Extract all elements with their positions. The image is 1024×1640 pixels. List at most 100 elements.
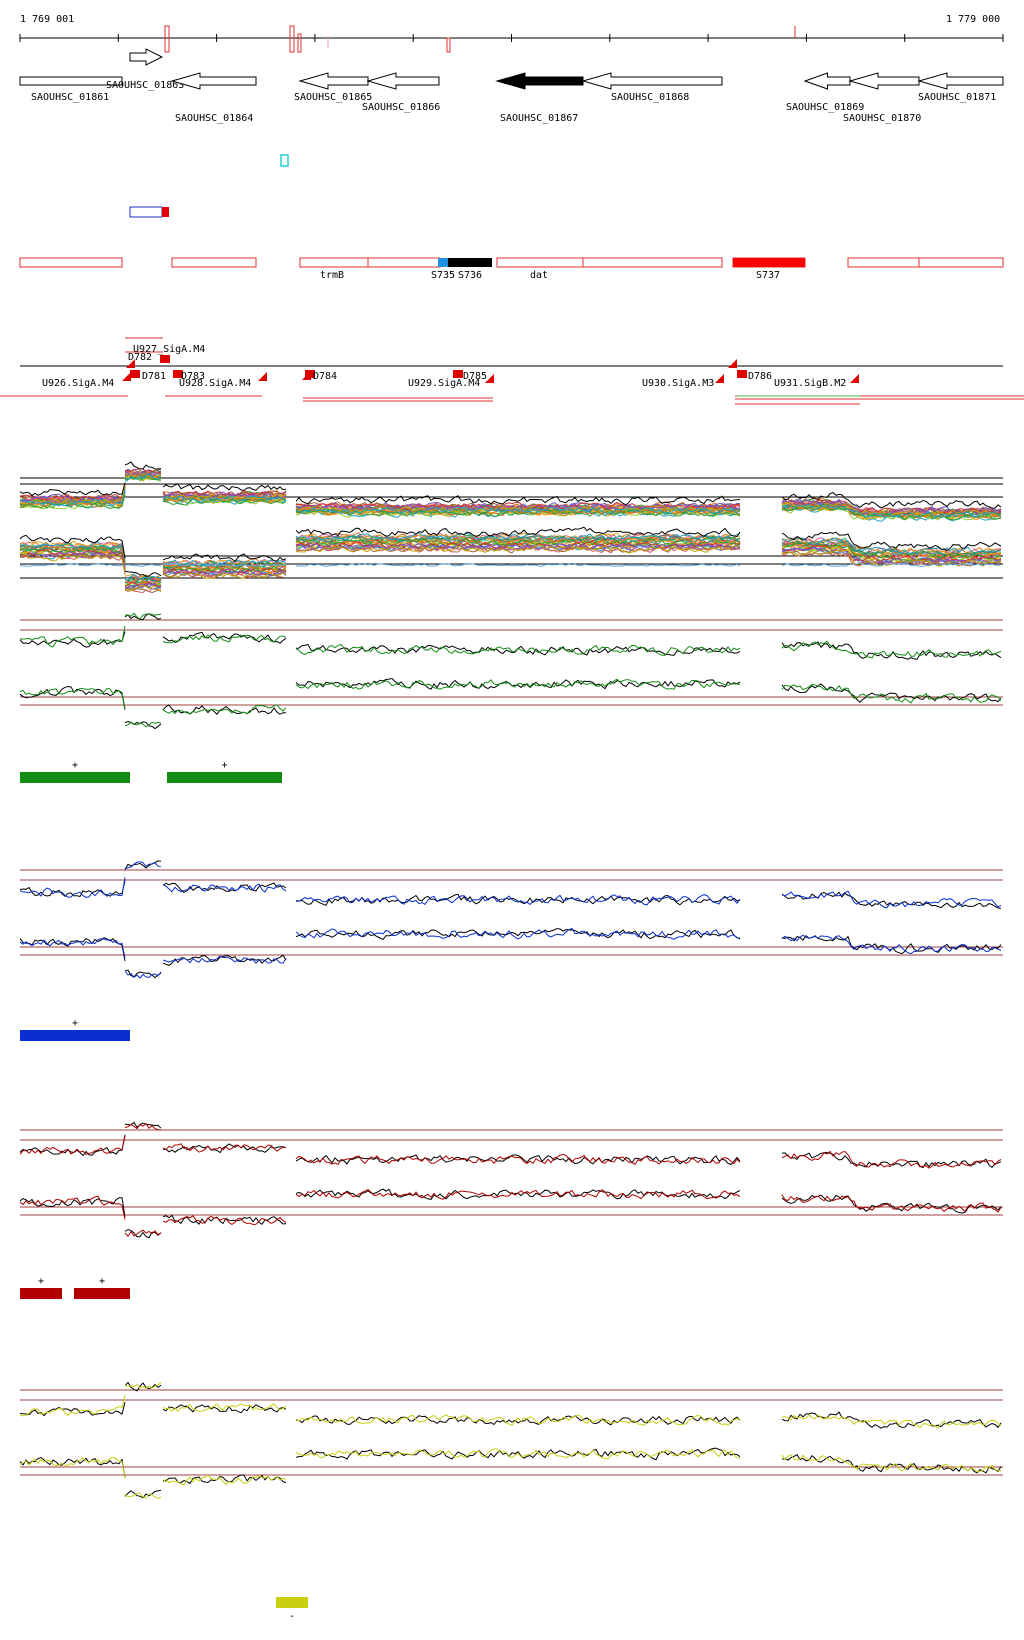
feature-triangle (485, 374, 494, 383)
region-track: trmB S735 S736 dat S737 (19, 257, 1004, 281)
gene-arrow (298, 72, 369, 90)
segment-bar (20, 1030, 130, 1041)
segment-bar (276, 1597, 308, 1608)
gene-arrow (848, 72, 920, 90)
trace-color-lower (19, 927, 1002, 979)
trace-color-lower (19, 678, 1002, 728)
gene-label: SAOUHSC_01868 (611, 92, 689, 103)
ruler-end-label: 1 779 000 (946, 14, 1000, 25)
trace-line-upper (19, 473, 1002, 517)
gene-arrow (366, 72, 440, 90)
panel-green: + + (19, 612, 1003, 783)
trace-black-lower (19, 677, 1002, 730)
segment-bar (20, 1288, 62, 1299)
feature-triangle (302, 371, 311, 380)
gene-saouhsc_01861: SAOUHSC_01861 (19, 76, 123, 103)
region-box (19, 257, 123, 268)
gene-saouhsc_01871: SAOUHSC_01871 (917, 72, 1004, 103)
trace-black-upper (19, 1381, 1002, 1429)
trace-line-lower (19, 536, 1002, 585)
region-s735-fill (438, 258, 448, 267)
feature-label: D781 (142, 371, 166, 382)
gene-arrow (495, 72, 584, 90)
gene-saouhsc_01864: SAOUHSC_01864 (170, 72, 257, 124)
feature-marker (737, 370, 747, 378)
region-box (496, 257, 584, 268)
gene-saouhsc_01863: SAOUHSC_01863 (106, 48, 184, 91)
red-marker (162, 207, 169, 217)
gene-saouhsc_01868: SAOUHSC_01868 (581, 72, 723, 103)
ruler-start-label: 1 769 001 (20, 14, 74, 25)
feature-marker (130, 370, 140, 378)
coordinate-ruler: 1 769 001 1 779 000 (19, 14, 1004, 53)
gene-label: SAOUHSC_01869 (786, 102, 864, 113)
segment-bar (74, 1288, 130, 1299)
feature-triangle (715, 374, 724, 383)
trace-black-lower (19, 928, 1002, 979)
trace-line-lower (19, 538, 1002, 586)
gene-label: SAOUHSC_01867 (500, 113, 578, 124)
region-label: dat (530, 270, 548, 281)
gene-label: SAOUHSC_01866 (362, 102, 440, 113)
region-box (171, 257, 257, 268)
segment-sign: + (72, 760, 78, 771)
comparison-panels: + +++ +- (19, 612, 1003, 1622)
gene-label: SAOUHSC_01861 (31, 92, 109, 103)
trace-black-upper (19, 1121, 1002, 1169)
feature-label: D782 (128, 352, 152, 363)
gene-label: SAOUHSC_01870 (843, 113, 921, 124)
feature-marker (173, 370, 183, 378)
blue-outline-box (129, 206, 163, 218)
trace-black-upper (19, 613, 1002, 660)
feature-triangle (126, 359, 135, 368)
feature-triangle (728, 359, 737, 368)
trace-line-lower (19, 542, 1002, 589)
feature-triangle (258, 372, 267, 381)
trace-color-upper (19, 1122, 1002, 1169)
trace-line-lightblue (19, 562, 1002, 567)
region-s737-fill (733, 258, 805, 267)
gene-arrow (170, 72, 257, 90)
region-box (299, 257, 369, 268)
trace-black-lower (19, 1188, 1002, 1239)
region-label: S736 (458, 270, 482, 281)
gene-saouhsc_01870: SAOUHSC_01870 (843, 72, 921, 124)
gene-arrow (803, 72, 851, 90)
feature-label: D784 (313, 371, 337, 382)
panel-blue: + (19, 860, 1003, 1041)
feature-label: D785 (463, 371, 487, 382)
multi-line-expression-panel (19, 461, 1003, 594)
feature-label: U926.SigA.M4 (42, 378, 114, 389)
panel-crimson: + + (19, 1121, 1003, 1299)
trace-line-lower (19, 532, 1002, 581)
region-label: S735 (431, 270, 455, 281)
feature-label: U930.SigA.M3 (642, 378, 714, 389)
trace-color-upper (19, 1381, 1002, 1429)
gene-label: SAOUHSC_01863 (106, 80, 184, 91)
feature-triangle (850, 374, 859, 383)
segment-sign: + (222, 760, 228, 771)
feature-label: D783 (181, 371, 205, 382)
trace-black-lower (19, 1447, 1002, 1499)
feature-label: D786 (748, 371, 772, 382)
segment-bar (20, 772, 130, 783)
gene-arrow (19, 76, 123, 86)
gene-saouhsc_01867: SAOUHSC_01867 (495, 72, 584, 124)
feature-triangle (122, 372, 131, 381)
trace-black-upper (19, 860, 1002, 909)
gene-arrow (917, 72, 1004, 90)
feature-label: U929.SigA.M4 (408, 378, 480, 389)
trace-line-upper (19, 472, 1002, 518)
gene-label: SAOUHSC_01865 (294, 92, 372, 103)
region-label: S737 (756, 270, 780, 281)
region-s736-fill (448, 258, 492, 267)
gene-label: SAOUHSC_01864 (175, 113, 253, 124)
region-label: trmB (320, 270, 344, 281)
trace-color-lower (19, 1189, 1002, 1238)
cyan-marker (280, 154, 289, 167)
region-box (582, 257, 723, 268)
region-box (847, 257, 920, 268)
